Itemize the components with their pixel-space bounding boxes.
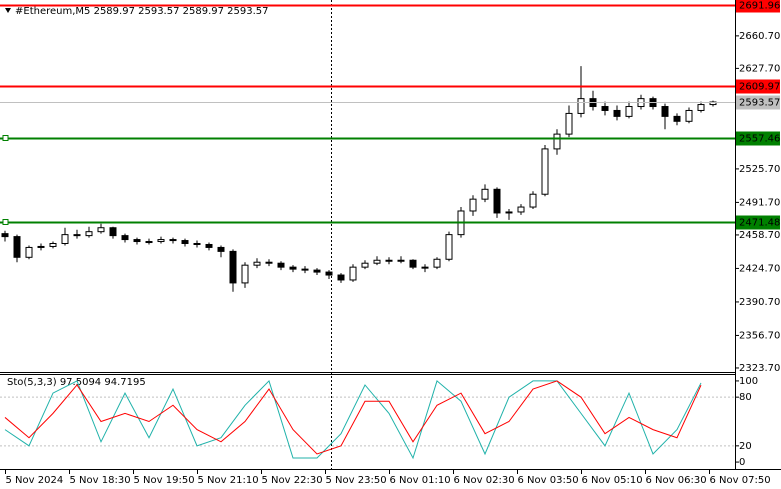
candle-body (613, 109, 621, 117)
candle-body (277, 262, 285, 268)
price-label: 2691.96 (739, 1, 780, 12)
candle-body (61, 234, 69, 244)
x-tick-label: 5 Nov 22:30 (262, 475, 323, 486)
candle-body (97, 227, 105, 233)
indicator-line (4, 380, 702, 455)
x-tick-label: 5 Nov 23:50 (326, 475, 387, 486)
y-tick-label: 2424.70 (739, 263, 780, 274)
candle-body (433, 258, 441, 268)
x-tick-label: 6 Nov 02:30 (454, 475, 515, 486)
x-tick-label: 5 Nov 18:30 (70, 475, 131, 486)
y-tick-label: 100 (739, 376, 758, 387)
price-label: 2471.48 (739, 218, 780, 229)
candle-body (421, 266, 429, 269)
price-label-box (736, 0, 780, 13)
y-tick-label: 2627.70 (739, 63, 780, 74)
y-tick-label: 0 (739, 457, 745, 468)
y-tick-label: 20 (739, 441, 752, 452)
indicator-title: Sto(5,3,3) 97.5094 94.7195 (7, 377, 146, 388)
candle-body (661, 106, 669, 117)
x-tick-label: 6 Nov 01:10 (390, 475, 451, 486)
price-label-box (736, 131, 780, 146)
candle-body (469, 198, 477, 212)
candle-body (517, 206, 525, 213)
candle-body (109, 227, 117, 237)
y-tick-label: 2525.70 (739, 164, 780, 175)
candle-body (193, 242, 201, 245)
chart-title: #Ethereum,M5 2589.97 2593.57 2589.97 259… (15, 6, 269, 17)
candle-body (385, 259, 393, 262)
candle-body (541, 148, 549, 195)
candle-body (505, 211, 513, 214)
indicator-line (4, 379, 702, 460)
candle-body (205, 243, 213, 248)
candle-body (397, 259, 405, 262)
candle-body (73, 234, 81, 237)
candle-body (217, 246, 225, 252)
candle-body (493, 188, 501, 214)
y-tick-label: 2660.70 (739, 31, 780, 42)
y-tick-label: 80 (739, 392, 752, 403)
candle-body (253, 261, 261, 266)
candle-body (181, 240, 189, 244)
candle-body (241, 264, 249, 284)
price-label-box (736, 79, 780, 94)
x-tick-label: 6 Nov 05:10 (582, 475, 643, 486)
candle-body (325, 271, 333, 276)
candle-body (445, 234, 453, 260)
y-tick-label: 2390.70 (739, 297, 780, 308)
candle-body (13, 236, 21, 258)
candle-body (313, 269, 321, 273)
candle-body (673, 115, 681, 122)
candle-body (685, 109, 693, 122)
candle-body (373, 259, 381, 264)
candle-body (301, 268, 309, 271)
x-tick-label: 6 Nov 07:50 (710, 475, 771, 486)
candle-body (553, 133, 561, 150)
price-label: 2609.97 (739, 82, 780, 93)
level-anchor (2, 219, 9, 225)
candle-body (697, 104, 705, 111)
y-tick-label: 2356.70 (739, 330, 780, 341)
candle-body (145, 241, 153, 244)
x-tick-label: 6 Nov 03:50 (518, 475, 579, 486)
price-label-box (736, 95, 780, 110)
candle-body (349, 266, 357, 281)
candle-body (625, 106, 633, 117)
candle-body (529, 193, 537, 208)
candle-body (601, 106, 609, 111)
candle-body (169, 239, 177, 242)
candle-body (85, 231, 93, 237)
candle-body (265, 261, 273, 264)
candle-body (361, 262, 369, 268)
x-tick-label: 5 Nov 2024 (6, 475, 64, 486)
candle-body (133, 239, 141, 243)
price-label: 2593.57 (739, 98, 780, 109)
price-label: 2557.46 (739, 134, 780, 145)
candle-body (157, 239, 165, 243)
candle-body (409, 259, 417, 268)
collapse-icon (5, 8, 11, 13)
x-tick-label: 5 Nov 21:10 (198, 475, 259, 486)
candle-body (565, 112, 573, 135)
candle-body (481, 188, 489, 200)
y-tick-label: 2491.70 (739, 197, 780, 208)
candle-body (37, 245, 45, 248)
y-tick-label: 2458.70 (739, 230, 780, 241)
candle-body (121, 235, 129, 241)
candle-body (229, 250, 237, 284)
candle-body (577, 98, 585, 114)
candle-body (337, 274, 345, 281)
candle-body (25, 246, 33, 258)
x-tick-label: 5 Nov 19:50 (134, 475, 195, 486)
x-tick-label: 6 Nov 06:30 (646, 475, 707, 486)
level-anchor (2, 135, 9, 141)
candle-body (49, 242, 57, 247)
candle-body (1, 233, 9, 238)
price-label-box (736, 215, 780, 230)
candle-body (289, 266, 297, 270)
y-tick-label: 2323.70 (739, 363, 780, 374)
